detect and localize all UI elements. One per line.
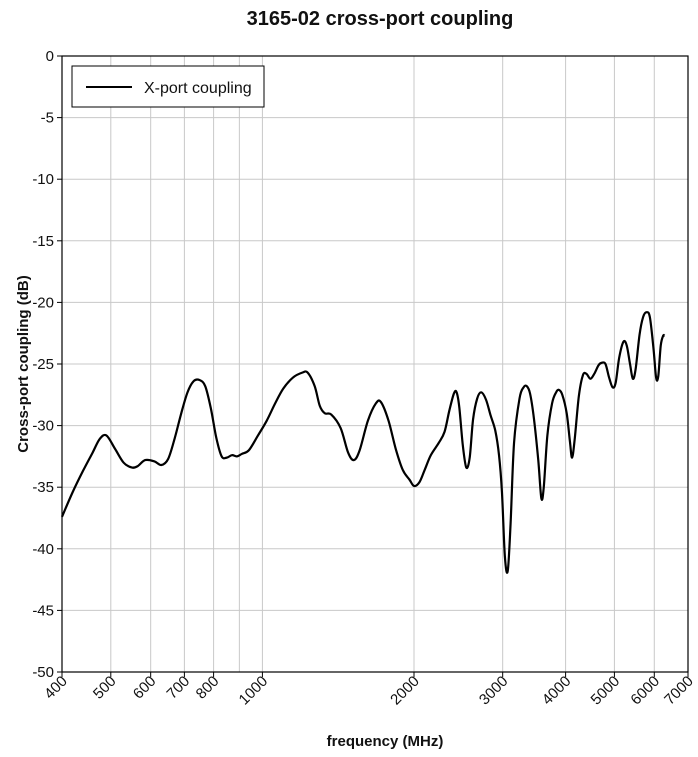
x-tick-label: 4000 [539, 673, 575, 709]
y-tick-label: -30 [32, 418, 54, 435]
y-tick-label: -5 [41, 110, 54, 127]
y-tick-label: -40 [32, 541, 54, 558]
x-tick-label: 5000 [588, 673, 624, 709]
x-tick-layer: 400 500 600 700 800 1000 2000 3000 4000 5000 60007… [41, 672, 697, 708]
y-tick-label: -15 [32, 233, 54, 250]
y-tick-label: -20 [32, 294, 54, 311]
y-axis-label: Cross-port coupling (dB) [15, 275, 32, 452]
x-tick-label: 6000 [627, 673, 663, 709]
x-tick-label: 7000 [661, 673, 697, 709]
y-tick-label: -25 [32, 356, 54, 373]
x-tick-label: 3000 [476, 673, 512, 709]
y-tick-label: -10 [32, 171, 54, 188]
x-tick-label: 600 [130, 673, 160, 703]
chart-title: 3165-02 cross-port coupling [246, 8, 514, 30]
y-tick-label: -35 [32, 479, 54, 496]
y-tick-label: 0 [46, 48, 54, 65]
x-tick-label: 800 [193, 673, 223, 703]
x-tick-label: 700 [164, 673, 194, 703]
y-tick-layer: 0 -5 -10 -15 -20 -25 -30 -35 -40 -45 -50 [32, 48, 62, 681]
legend: X-port coupling [71, 65, 265, 108]
y-tick-label: -45 [32, 602, 54, 619]
series-line-x-port-coupling [60, 311, 666, 574]
x-tick-label: 1000 [236, 673, 272, 709]
y-tick-label: -50 [32, 664, 54, 681]
x-axis-label: frequency (MHz) [327, 733, 444, 750]
grid-layer [61, 55, 689, 673]
x-tick-label: 2000 [387, 673, 423, 709]
x-tick-label: 500 [90, 673, 120, 703]
series-layer [60, 311, 666, 574]
legend-label: X-port coupling [144, 80, 252, 97]
